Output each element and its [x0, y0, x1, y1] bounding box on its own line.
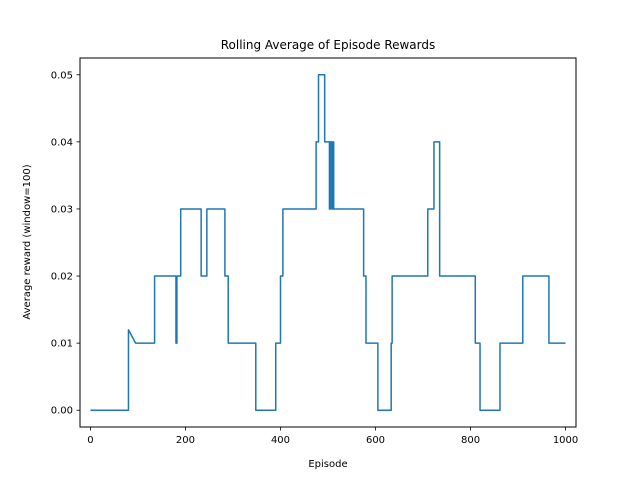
x-tick-label: 0: [87, 435, 93, 446]
series-line-0: [90, 74, 566, 411]
y-axis: 0.00 0.01 0.02 0.03 0.04 0.05: [51, 70, 80, 417]
y-axis-label: Average reward (window=100): [22, 164, 33, 319]
y-tick-label: 0.01: [51, 339, 73, 350]
x-tick-label: 800: [461, 435, 480, 446]
x-tick-label: 400: [271, 435, 290, 446]
plot-area: [90, 74, 566, 411]
y-tick-label: 0.02: [51, 272, 73, 283]
x-axis-label: Episode: [308, 459, 347, 470]
x-tick-label: 600: [366, 435, 385, 446]
x-tick-label: 1000: [553, 435, 578, 446]
x-axis: 0 200 400 600 800 1000: [87, 427, 578, 446]
y-tick-label: 0.00: [51, 406, 73, 417]
chart-title: Rolling Average of Episode Rewards: [221, 38, 436, 52]
y-tick-label: 0.04: [51, 137, 73, 148]
y-tick-label: 0.05: [51, 70, 73, 81]
x-tick-label: 200: [176, 435, 195, 446]
y-tick-label: 0.03: [51, 204, 73, 215]
axes-frame: [79, 57, 577, 428]
